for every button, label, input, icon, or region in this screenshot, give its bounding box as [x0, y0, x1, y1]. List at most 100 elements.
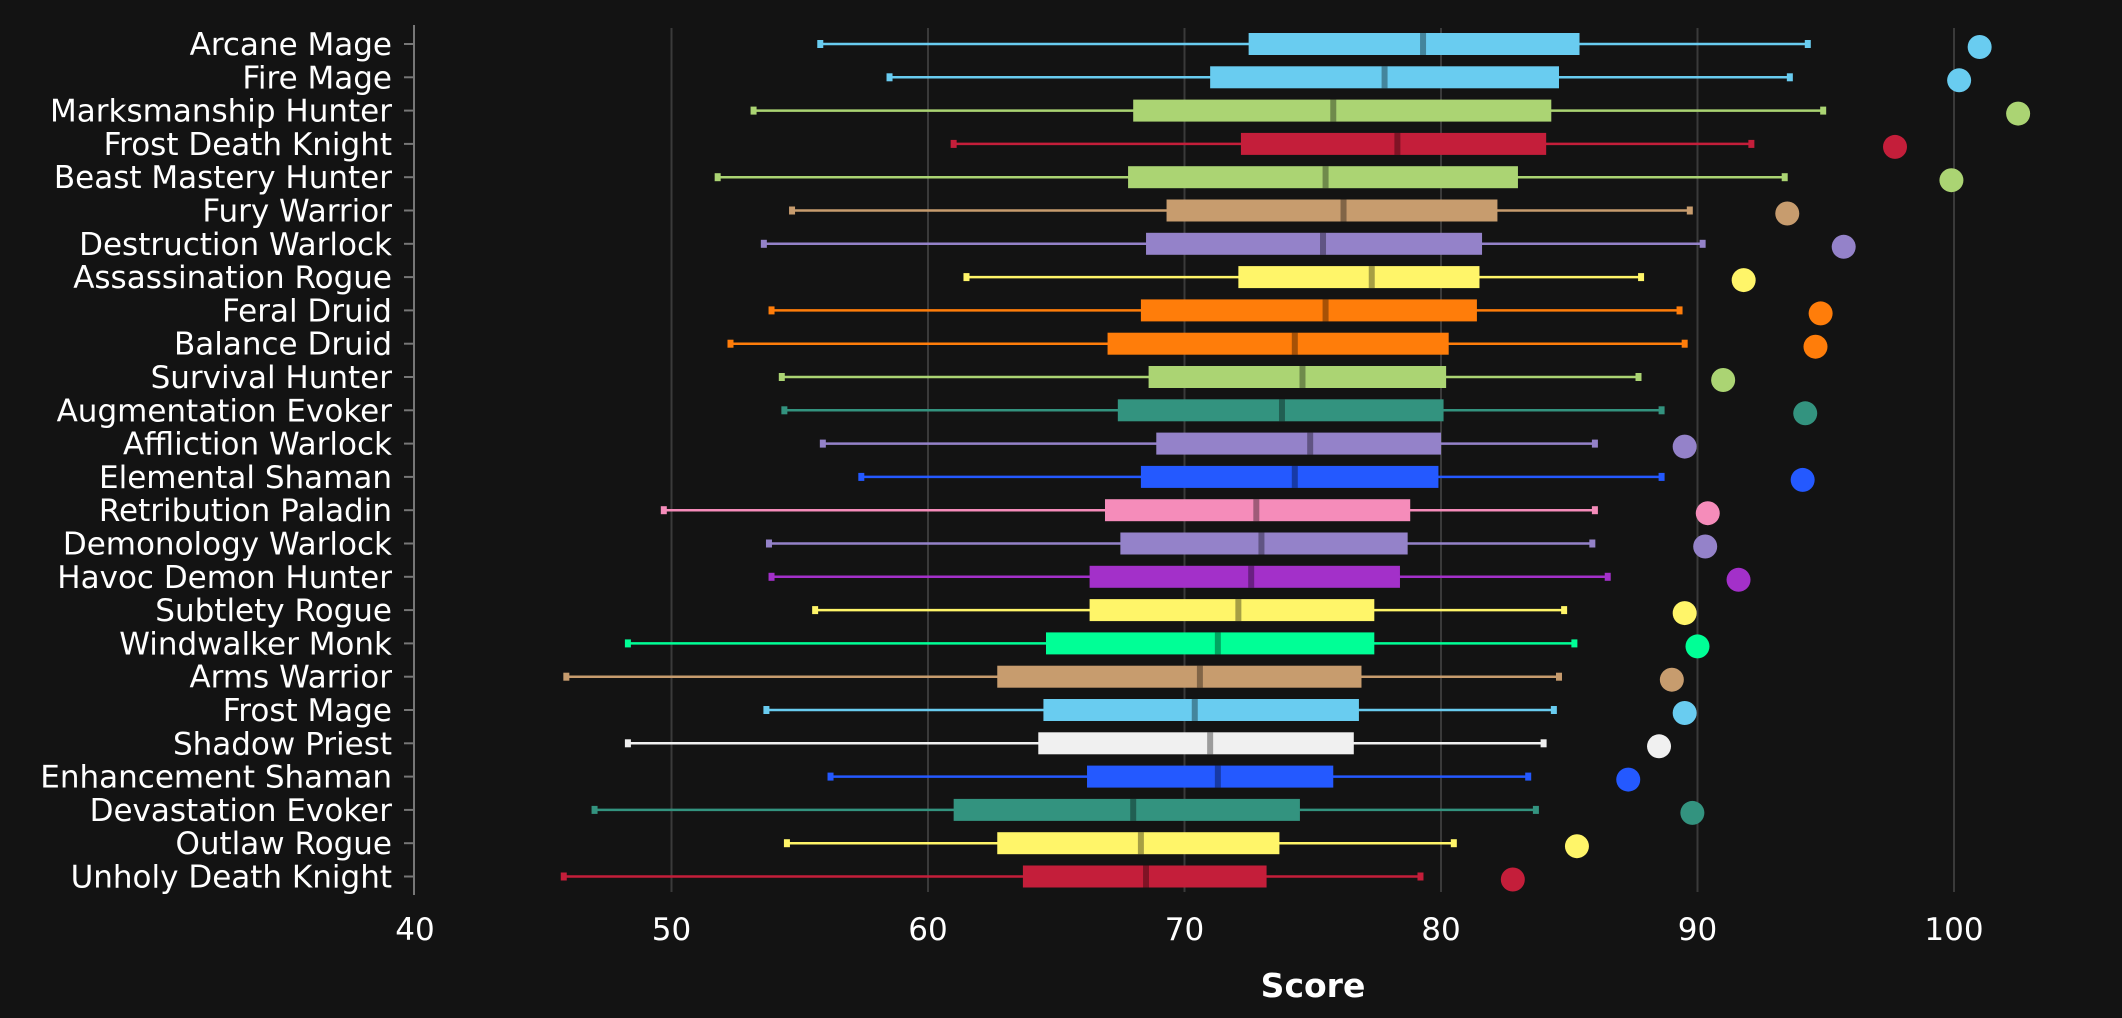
median-marker [1235, 599, 1242, 622]
whisker-cap-low [819, 439, 826, 448]
max-point [1672, 701, 1697, 725]
median-marker [1420, 33, 1427, 55]
iqr-box [953, 798, 1300, 821]
max-point [1564, 834, 1589, 859]
box-arms-warrior [563, 665, 1684, 692]
iqr-box [1166, 199, 1498, 222]
max-point [1808, 301, 1833, 326]
max-point [1695, 501, 1720, 526]
whisker-cap-high [1658, 472, 1665, 481]
whisker-cap-low [781, 406, 788, 415]
box-demonology-warlock [765, 532, 1718, 559]
max-point [1672, 601, 1697, 626]
box-devastation-evoker [591, 798, 1705, 825]
whisker-cap-low [624, 739, 631, 748]
box-subtlety-rogue [812, 599, 1697, 626]
whisker-cap-high [1525, 772, 1532, 781]
iqr-box [1148, 366, 1447, 388]
max-point [1883, 134, 1908, 159]
max-point [1803, 334, 1828, 359]
whisker-cap-high [1589, 539, 1596, 548]
whisker-cap-low [789, 206, 796, 215]
spec-label: Balance Druid [174, 327, 392, 363]
median-marker [1291, 332, 1298, 355]
whisker-cap-high [1561, 606, 1568, 615]
box-marksmanship-hunter [750, 99, 2031, 126]
max-point [1939, 168, 1964, 193]
max-point [1680, 800, 1705, 825]
max-point [1616, 767, 1641, 792]
spec-label: Devastation Evoker [90, 793, 393, 829]
median-marker [1368, 266, 1375, 289]
iqr-box [1146, 232, 1483, 255]
max-point [1967, 35, 1992, 59]
box-frost-death-knight [950, 132, 1908, 159]
iqr-box [1210, 66, 1559, 89]
max-point [1831, 234, 1856, 259]
median-marker [1258, 532, 1265, 555]
whisker-cap-high [1748, 139, 1755, 148]
iqr-box [1038, 732, 1354, 755]
max-point [1693, 534, 1718, 559]
whisker-cap-high [1635, 373, 1642, 381]
whisker-cap-low [727, 339, 734, 348]
iqr-box [1043, 699, 1359, 721]
iqr-box [1156, 432, 1441, 455]
x-tick-label: 80 [1421, 912, 1460, 948]
median-marker [1278, 399, 1285, 422]
iqr-box [1238, 266, 1480, 289]
iqr-box [1022, 865, 1267, 888]
spec-label: Frost Mage [223, 693, 392, 729]
whisker-cap-low [768, 306, 775, 315]
whisker-cap-high [1604, 572, 1611, 581]
box-assassination-rogue [963, 266, 1756, 293]
box-fire-mage [886, 66, 1972, 93]
spec-label: Elemental Shaman [99, 460, 392, 496]
whisker-cap-low [560, 872, 567, 881]
spec-label: Assassination Rogue [73, 260, 392, 296]
whisker-cap-low [624, 639, 631, 648]
max-point [1731, 268, 1756, 293]
x-tick-label: 70 [1165, 912, 1204, 948]
x-tick-label: 90 [1678, 912, 1717, 948]
whisker-cap-low [660, 506, 667, 515]
box-enhancement-shaman [827, 765, 1641, 792]
iqr-box [1248, 33, 1580, 55]
median-marker [1381, 66, 1388, 89]
median-marker [1322, 299, 1329, 322]
iqr-box [1104, 499, 1411, 522]
spec-label: Fire Mage [242, 60, 392, 96]
spec-label: Destruction Warlock [79, 227, 392, 263]
whisker-cap-low [827, 772, 834, 781]
median-marker [1320, 232, 1327, 255]
box-survival-hunter [778, 366, 1736, 392]
whisker-cap-high [1555, 672, 1562, 681]
whisker-cap-high [1820, 106, 1827, 115]
whisker-cap-high [1450, 839, 1457, 848]
box-unholy-death-knight [560, 865, 1525, 892]
whisker-cap-high [1676, 306, 1683, 315]
whisker-cap-high [1591, 506, 1598, 515]
median-marker [1307, 432, 1314, 455]
median-marker [1214, 632, 1221, 655]
whisker-cap-low [950, 139, 957, 148]
iqr-box [1240, 132, 1547, 155]
box-beast-mastery-hunter [714, 166, 1964, 193]
spec-label: Enhancement Shaman [40, 760, 392, 796]
x-axis-title: Score [1261, 966, 1366, 1005]
median-marker [1330, 99, 1337, 122]
whisker-cap-high [1571, 639, 1578, 648]
box-retribution-paladin [660, 499, 1720, 526]
max-point [1775, 201, 1800, 226]
whisker-cap-low [765, 539, 772, 548]
box-affliction-warlock [819, 432, 1697, 459]
max-point [1647, 734, 1672, 759]
x-tick-label: 40 [395, 912, 434, 948]
median-marker [1191, 699, 1198, 721]
median-marker [1207, 732, 1214, 755]
whisker-cap-high [1699, 239, 1706, 248]
iqr-box [1133, 99, 1552, 122]
median-marker [1322, 166, 1329, 189]
